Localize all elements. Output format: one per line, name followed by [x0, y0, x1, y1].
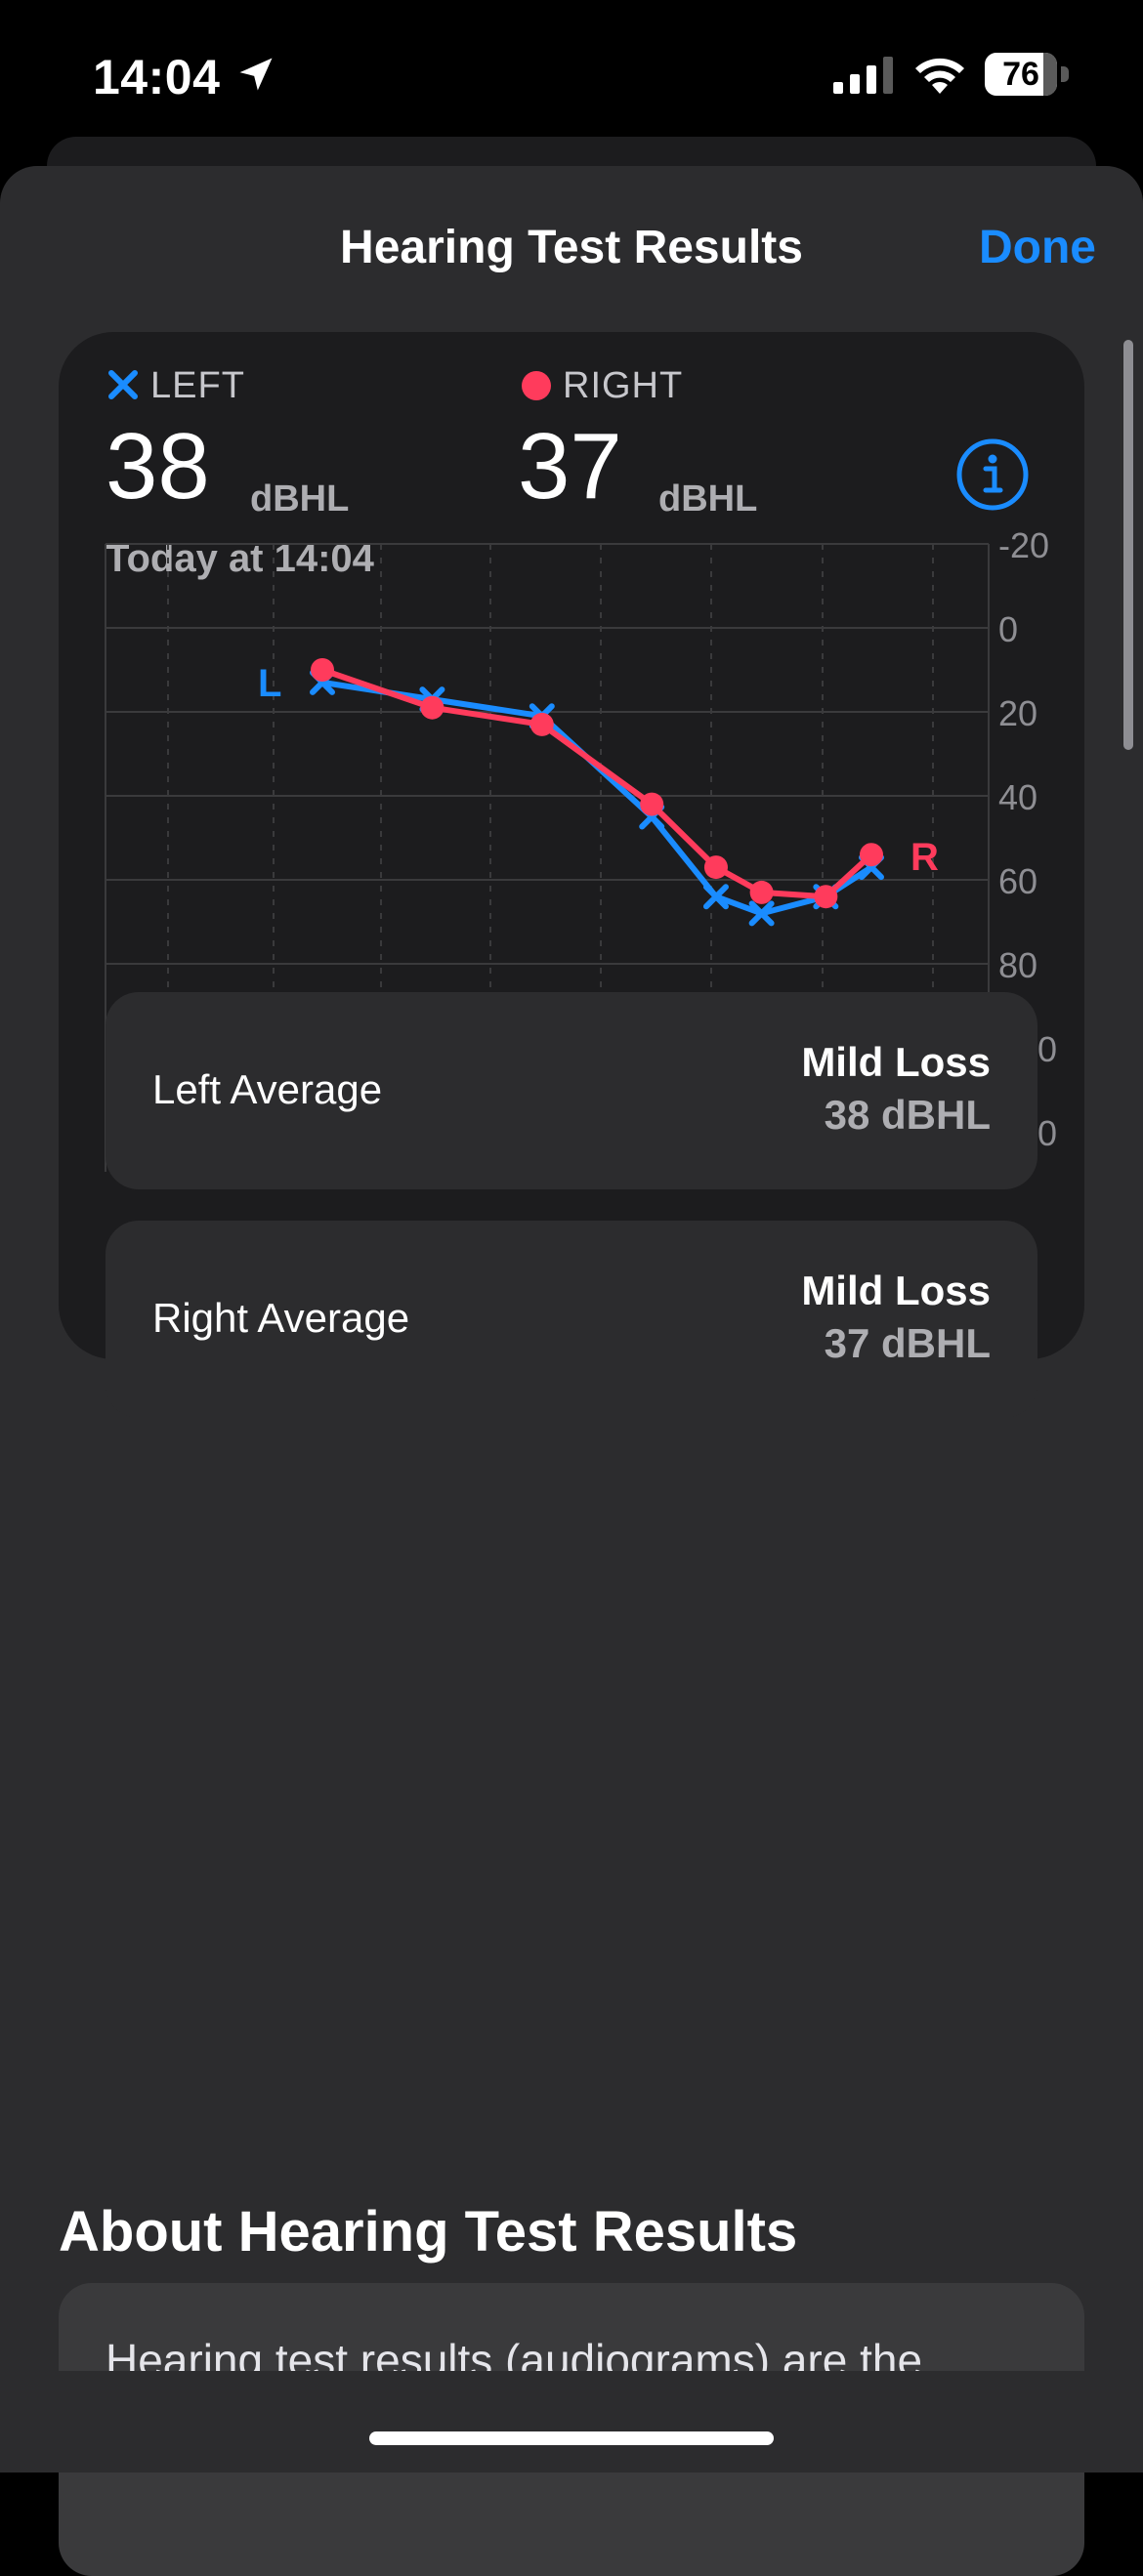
right-average-category: Mild Loss [801, 1267, 991, 1313]
data-point-x [748, 900, 775, 927]
data-point-dot [640, 792, 664, 816]
right-ear-label: RIGHT [563, 365, 684, 406]
left-average-category: Mild Loss [801, 1039, 991, 1085]
y-tick-label: -20 [998, 525, 1049, 565]
right-dot-icon [522, 371, 551, 400]
series-line-l [319, 679, 874, 917]
bottom-area [0, 2371, 1143, 2472]
data-point-dot [529, 712, 554, 736]
right-average-value: 37 dBHL [824, 1320, 991, 1366]
results-sheet: Hearing Test Results Done LEFT RIGHT 38 … [0, 166, 1143, 2472]
audiogram-card: LEFT RIGHT 38 dBHL 37 dBHL Today at 14:0… [59, 332, 1084, 1418]
left-value: 38 [106, 414, 210, 519]
left-unit: dBHL [250, 478, 350, 519]
left-x-icon [108, 370, 138, 399]
right-unit: dBHL [658, 478, 758, 519]
wifi-icon [915, 58, 964, 94]
y-tick-label: 40 [998, 777, 1037, 817]
y-tick-label: 80 [998, 945, 1037, 985]
about-heading: About Hearing Test Results [59, 2200, 798, 2264]
battery-icon: 76 [985, 53, 1069, 96]
done-button[interactable]: Done [979, 222, 1096, 273]
series-label-right: R [910, 836, 939, 879]
info-icon[interactable] [955, 437, 1030, 512]
left-ear-label: LEFT [150, 365, 245, 406]
series-label-left: L [258, 662, 281, 705]
page-title: Hearing Test Results [340, 222, 803, 273]
y-tick-label: 20 [998, 693, 1037, 733]
data-point-dot [860, 843, 883, 867]
location-arrow-icon [239, 58, 273, 91]
right-average-row: Right Average Mild Loss 37 dBHL [106, 1221, 1037, 1418]
series-line-r [319, 667, 874, 900]
y-tick-label: 60 [998, 861, 1037, 901]
status-time: 14:04 [93, 50, 221, 104]
y-tick-label: 0 [998, 609, 1018, 649]
left-average-label: Left Average [152, 1066, 383, 1112]
right-average-label: Right Average [152, 1295, 410, 1341]
home-indicator[interactable] [369, 2431, 774, 2445]
left-average-value: 38 dBHL [824, 1092, 991, 1138]
data-point-dot [420, 695, 444, 720]
status-bar: 14:04 76 [0, 0, 1143, 156]
data-point-dot [814, 885, 838, 909]
battery-percentage: 76 [1002, 56, 1039, 93]
cellular-signal-icon [833, 57, 893, 94]
scrollbar[interactable] [1123, 340, 1133, 750]
left-average-row: Left Average Mild Loss 38 dBHL [106, 992, 1037, 1189]
data-point-x [702, 884, 729, 910]
data-point-dot [749, 880, 774, 904]
right-value: 37 [518, 414, 622, 519]
data-point-dot [311, 658, 334, 682]
data-point-dot [703, 855, 728, 880]
